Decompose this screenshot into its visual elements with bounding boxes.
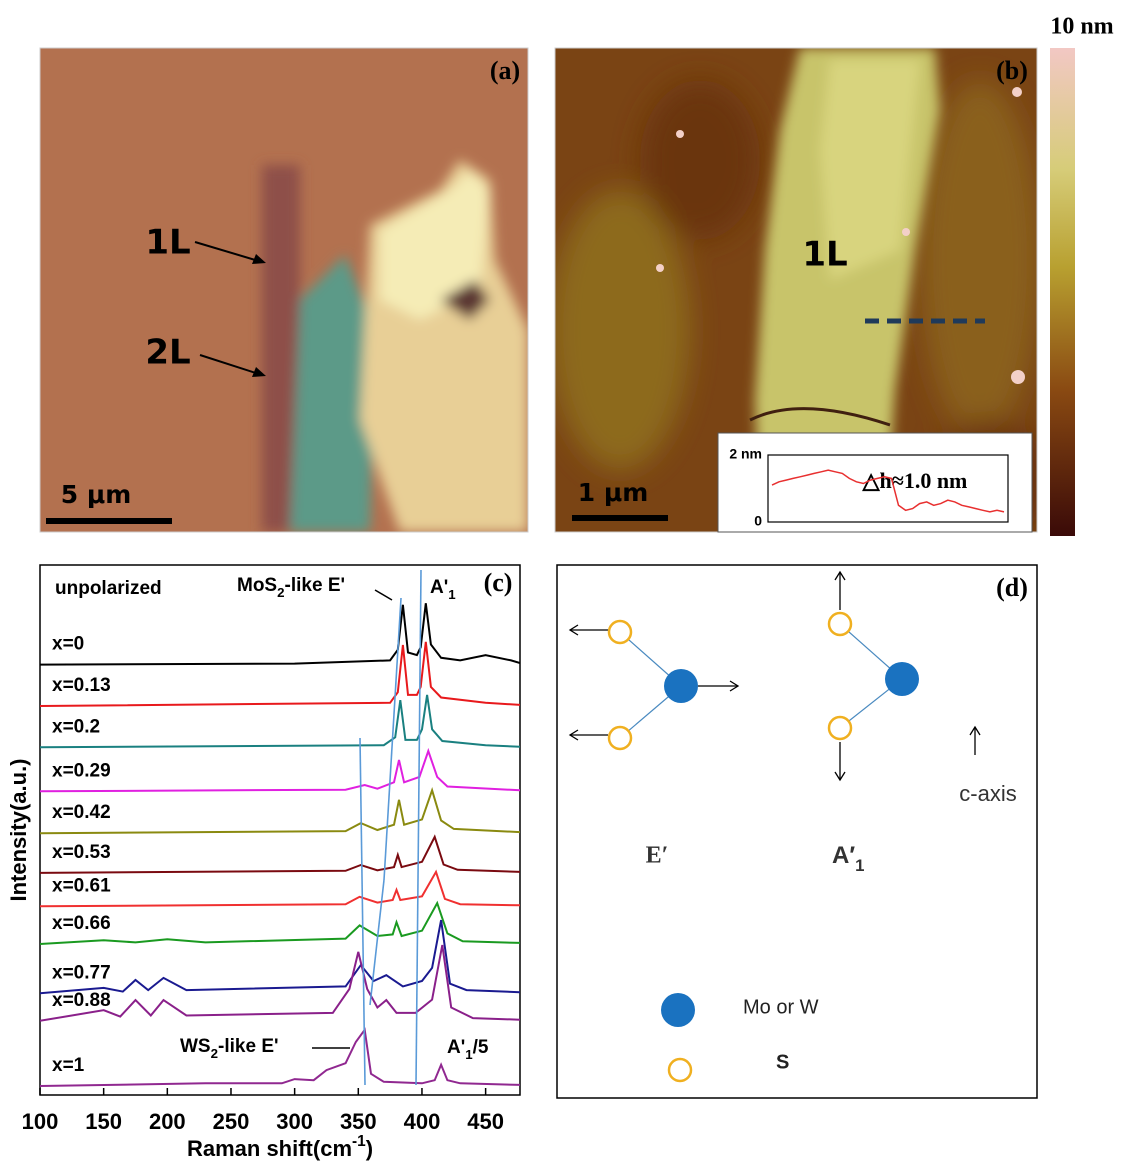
x-tick-label: 350 <box>340 1109 377 1134</box>
label-part: MoS <box>237 575 277 596</box>
label-part: /5 <box>473 1037 489 1058</box>
colorbar-label: 10 nm <box>1050 14 1113 40</box>
scale-bar <box>46 518 172 524</box>
x-tick-label: 100 <box>22 1109 59 1134</box>
label-part: ) <box>366 1136 373 1161</box>
x-tick-label: 450 <box>467 1109 504 1134</box>
x-tick-label: 200 <box>149 1109 186 1134</box>
spectrum <box>40 695 520 747</box>
spectrum <box>40 837 520 873</box>
panel-letter: (c) <box>484 568 513 597</box>
bonds <box>620 624 902 738</box>
legend-label: Mo or W <box>743 996 819 1018</box>
series-label: x=0.66 <box>52 913 111 934</box>
spectrum <box>40 751 520 791</box>
axis-label: c-axis <box>959 781 1016 806</box>
mode-label: E′ <box>646 843 669 869</box>
plot-area <box>40 603 520 1086</box>
label-part: -like E' <box>218 1036 279 1057</box>
layer-label: 2L <box>145 333 190 373</box>
series-label: x=0.77 <box>52 962 111 983</box>
label-part: 1 <box>855 856 864 875</box>
peak-label: WS2-like E' <box>180 1036 279 1061</box>
series-label: x=0.29 <box>52 760 111 781</box>
mode-label: unpolarized <box>55 578 162 599</box>
axes-frame <box>40 565 520 1095</box>
y-tick-label: 0 <box>754 513 762 529</box>
series-label: x=0 <box>52 634 84 655</box>
series-label: x=0.88 <box>52 990 111 1011</box>
spectrum <box>40 790 520 833</box>
peak-label: A'1/5 <box>447 1037 489 1062</box>
layer-label: 1L <box>145 223 190 263</box>
scale-bar <box>572 515 668 521</box>
series-label: x=0.2 <box>52 716 100 737</box>
label-part: -1 <box>352 1133 366 1150</box>
label-part: WS <box>180 1036 211 1057</box>
series-label: x=0.61 <box>52 875 111 896</box>
x-tick-label: 150 <box>85 1109 122 1134</box>
series-label: x=0.42 <box>52 802 111 823</box>
peak-label: MoS2-like E' <box>237 575 345 600</box>
label-part: A' <box>430 577 448 598</box>
legend-label: S <box>776 1051 789 1073</box>
mode-label: A′1 <box>832 842 864 875</box>
series-label: x=0.13 <box>52 675 111 696</box>
colorbar <box>1050 48 1075 536</box>
label-part: 1 <box>448 587 456 602</box>
spectrum <box>40 872 520 906</box>
x-tick-label: 400 <box>404 1109 441 1134</box>
spectrum <box>40 642 520 706</box>
scale-label: 5 μm <box>61 480 132 509</box>
figure: (a) 1L 2L 5 μm (b) 1L 1 μm △h≈1.0 nm 10 … <box>0 0 1125 1164</box>
spectrum <box>40 903 520 944</box>
series-label: x=0.53 <box>52 842 111 863</box>
label-part: -like E' <box>285 575 346 596</box>
peak-label: A'1 <box>430 577 456 602</box>
x-axis-label: Raman shift(cm-1) <box>187 1133 373 1161</box>
layer-label: 1L <box>802 235 847 275</box>
panel-letter: (a) <box>490 56 520 85</box>
panel-letter: (b) <box>996 56 1028 85</box>
label-part: A′ <box>832 842 855 869</box>
y-axis-label: Intensity(a.u.) <box>6 758 31 901</box>
series-label: x=1 <box>52 1055 85 1076</box>
spectrum <box>40 603 520 664</box>
label-part: 2 <box>277 585 284 600</box>
y-tick-label: 2 nm <box>729 446 762 462</box>
panel-letter: (d) <box>996 573 1028 602</box>
label-part: Raman shift(cm <box>187 1136 352 1161</box>
arrow <box>375 590 392 600</box>
optical-image <box>40 48 528 532</box>
x-tick-label: 300 <box>276 1109 313 1134</box>
x-tick-label: 250 <box>213 1109 250 1134</box>
scale-label: 1 μm <box>578 478 649 507</box>
spectrum <box>40 945 520 1021</box>
label-part: 2 <box>211 1046 218 1061</box>
step-height: △h≈1.0 nm <box>862 468 968 493</box>
label-part: A' <box>447 1037 465 1058</box>
